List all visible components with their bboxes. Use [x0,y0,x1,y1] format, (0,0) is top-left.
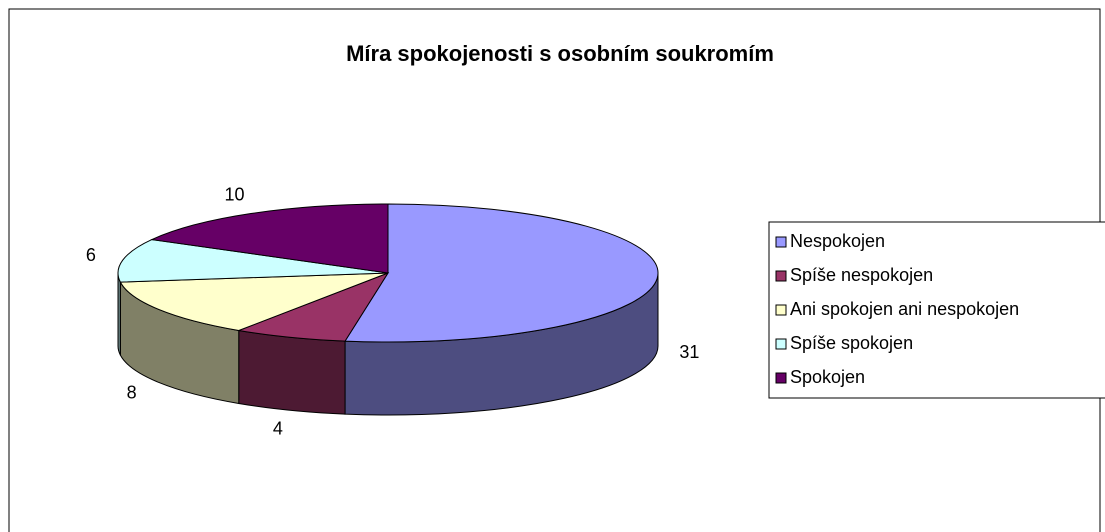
legend-label: Nespokojen [790,231,885,251]
slice [236,271,390,342]
legend-box [768,221,1105,399]
legend-label: Spíše nespokojen [790,265,933,285]
data-label: 4 [273,418,283,438]
slice-side [117,272,121,356]
legend-swatch [775,338,787,350]
slice [117,239,389,283]
legend-label: Spokojen [790,367,865,387]
legend-swatch [775,372,787,384]
slice [150,203,389,274]
data-label: 31 [679,342,699,362]
data-label: 8 [127,382,137,402]
legend-label: Spíše spokojen [790,333,913,353]
legend-label: Ani spokojen ani nespokojen [790,299,1019,319]
legend-swatch [775,270,787,282]
data-label: 10 [224,184,244,204]
data-label: 6 [86,245,96,265]
chart-title: Míra spokojenosti s osobním soukromím [346,41,774,66]
slice [344,203,659,343]
slice-side [238,329,346,415]
legend-swatch [775,236,787,248]
slice [119,272,389,332]
legend-swatch [775,304,787,316]
